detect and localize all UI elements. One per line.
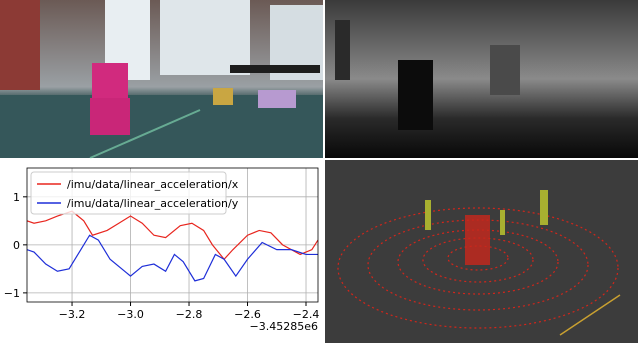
x-offset-label: −3.45285e6 — [250, 320, 318, 333]
legend-label: /imu/data/linear_acceleration/y — [67, 197, 239, 210]
y-tick-label: 1 — [13, 191, 20, 204]
y-tick-label: −1 — [4, 287, 20, 300]
screen: −3.2−3.0−2.8−2.6−2.4−101/imu/data/linear… — [0, 0, 638, 343]
x-tick-label: −3.2 — [59, 308, 86, 321]
y-tick-label: 0 — [13, 239, 20, 252]
depth-image — [325, 0, 638, 158]
lidar-view — [325, 160, 638, 343]
camera-image — [0, 0, 323, 158]
x-tick-label: −3.0 — [117, 308, 144, 321]
x-tick-label: −2.8 — [176, 308, 203, 321]
legend-label: /imu/data/linear_acceleration/x — [67, 178, 239, 191]
